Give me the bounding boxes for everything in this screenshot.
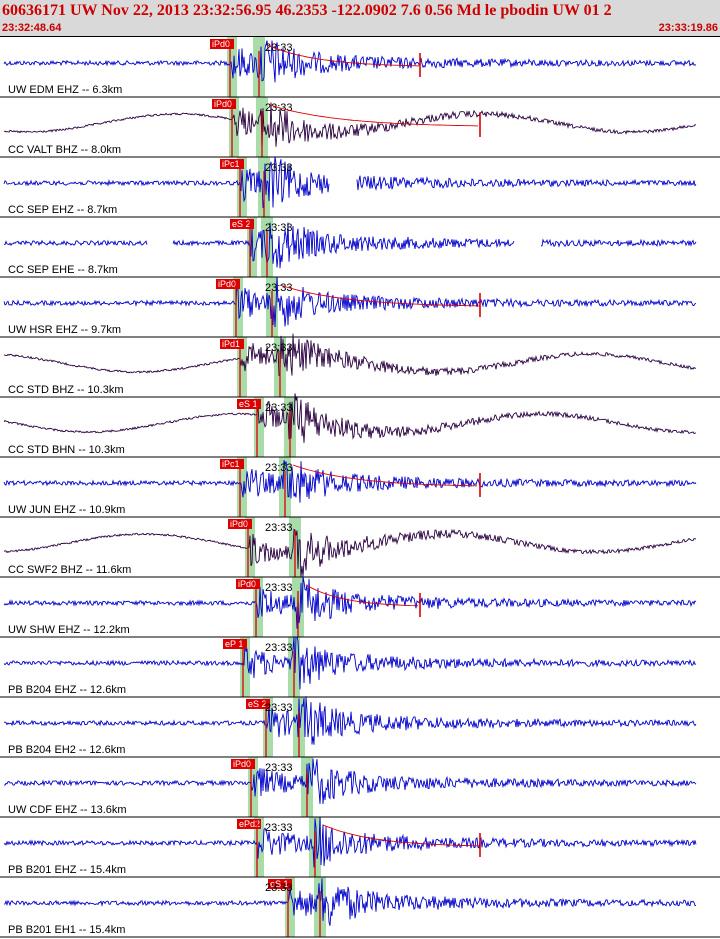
time-label: 23:33 (265, 822, 293, 834)
time-label: 23:33 (265, 42, 293, 54)
time-label: 23:33 (265, 282, 293, 294)
coda-curve (266, 44, 420, 67)
p-window-band (285, 877, 295, 937)
coda-curve (305, 584, 419, 607)
p-pick-label: iPc1 (222, 459, 240, 469)
p-pick-box (230, 219, 254, 229)
p-pick-box (236, 579, 260, 589)
p-window-band (237, 457, 247, 517)
time-label: 23:33 (265, 162, 293, 174)
waveform-trace (3, 156, 697, 209)
trace-label: CC STD BHN -- 10.3km (8, 444, 125, 456)
trace-label: UW HSR EHZ -- 9.7km (8, 324, 121, 336)
p-window-band (229, 97, 239, 157)
waveform-trace (3, 817, 697, 868)
p-pick-box (220, 459, 244, 469)
event-title: 60636171 UW Nov 22, 2013 23:32:56.95 46.… (2, 2, 612, 19)
start-time: 23:32:48.64 (2, 22, 62, 34)
end-time: 23:33:19.86 (658, 22, 718, 34)
p-pick-label: eP 1 (225, 639, 243, 649)
time-label: 23:33 (265, 462, 293, 474)
time-label: 23:33 (265, 762, 293, 774)
coda-curve (269, 104, 479, 127)
p-pick-box (268, 879, 292, 889)
time-label: 23:33 (265, 882, 293, 894)
time-label: 23:33 (265, 582, 293, 594)
waveform-trace (3, 222, 697, 269)
trace-label: CC VALT BHZ -- 8.0km (8, 144, 121, 156)
p-window-band (237, 337, 247, 397)
time-label: 23:33 (265, 522, 293, 534)
p-window-band (247, 217, 257, 277)
waveform-trace (3, 393, 696, 443)
p-window-band (253, 577, 263, 637)
p-pick-box (228, 519, 252, 529)
waveform-trace (3, 528, 697, 578)
waveform-trace (3, 460, 697, 503)
p-pick-label: iPc1 (222, 159, 240, 169)
trace-label: PB B201 EHZ -- 15.4km (8, 864, 126, 876)
p-pick-label: eS 1 (270, 879, 289, 889)
waveform-trace (3, 276, 697, 328)
trace-label: CC SWF2 BHZ -- 11.6km (8, 564, 131, 576)
trace-label: PB B201 EH1 -- 15.4km (8, 924, 125, 936)
p-window-band (240, 637, 250, 697)
p-pick-label: eS 1 (239, 399, 258, 409)
p-pick-label: iPd0 (238, 579, 256, 589)
time-label: 23:33 (265, 342, 293, 354)
p-pick-box (237, 819, 261, 829)
waveform-trace (3, 333, 697, 376)
p-window-band (233, 277, 243, 337)
time-label: 23:33 (265, 702, 293, 714)
waveform-trace (3, 577, 697, 629)
seismogram-chart: iPd0 23:33 UW EDM EHZ -- 6.3km iPd0 23:33 CC … (0, 37, 720, 938)
p-pick-box (231, 759, 255, 769)
p-pick-box (246, 699, 270, 709)
p-pick-box (223, 639, 247, 649)
p-pick-label: iPd0 (233, 759, 251, 769)
p-pick-label: iPd0 (218, 279, 236, 289)
p-pick-label: iPd1 (222, 339, 240, 349)
p-pick-box (216, 279, 240, 289)
coda-curve (292, 464, 478, 487)
p-pick-label: ePd2 (239, 819, 260, 829)
trace-label: PB B204 EH2 -- 12.6km (8, 744, 125, 756)
event-header: 60636171 UW Nov 22, 2013 23:32:56.95 46.… (0, 0, 720, 36)
p-window-band (254, 397, 264, 457)
coda-curve (279, 284, 481, 307)
trace-label: CC SEP EHE -- 8.7km (8, 264, 118, 276)
waveform-trace (3, 878, 697, 926)
p-window-band (237, 157, 247, 217)
waveform-trace (3, 40, 697, 83)
p-pick-label: iPd0 (230, 519, 248, 529)
p-pick-label: iPd0 (212, 39, 230, 49)
time-label: 23:33 (265, 222, 293, 234)
trace-label: UW EDM EHZ -- 6.3km (8, 84, 122, 96)
waveform-trace (4, 758, 697, 805)
trace-label: CC SEP EHZ -- 8.7km (8, 204, 117, 216)
trace-label: UW JUN EHZ -- 10.9km (8, 504, 125, 516)
waveform-trace (3, 102, 697, 151)
time-label: 23:33 (265, 402, 293, 414)
p-pick-box (220, 159, 244, 169)
p-pick-label: iPd0 (214, 99, 232, 109)
p-pick-box (212, 99, 236, 109)
trace-label: UW CDF EHZ -- 13.6km (8, 804, 127, 816)
trace-label: PB B204 EHZ -- 12.6km (8, 684, 126, 696)
trace-label: CC STD BHZ -- 10.3km (8, 384, 124, 396)
p-pick-box (210, 39, 234, 49)
trace-label: UW SHW EHZ -- 12.2km (8, 624, 130, 636)
time-label: 23:33 (265, 642, 293, 654)
p-pick-label: eS 2 (248, 699, 267, 709)
seismogram-panel: iPd0 23:33 UW EDM EHZ -- 6.3km iPd0 23:33 CC … (0, 36, 720, 939)
p-pick-box (220, 339, 244, 349)
waveform-trace (3, 696, 697, 745)
waveform-trace (3, 636, 697, 690)
coda-curve (322, 824, 480, 847)
p-pick-label: eS 2 (232, 219, 251, 229)
p-window-band (263, 697, 273, 757)
p-pick-box (237, 399, 261, 409)
